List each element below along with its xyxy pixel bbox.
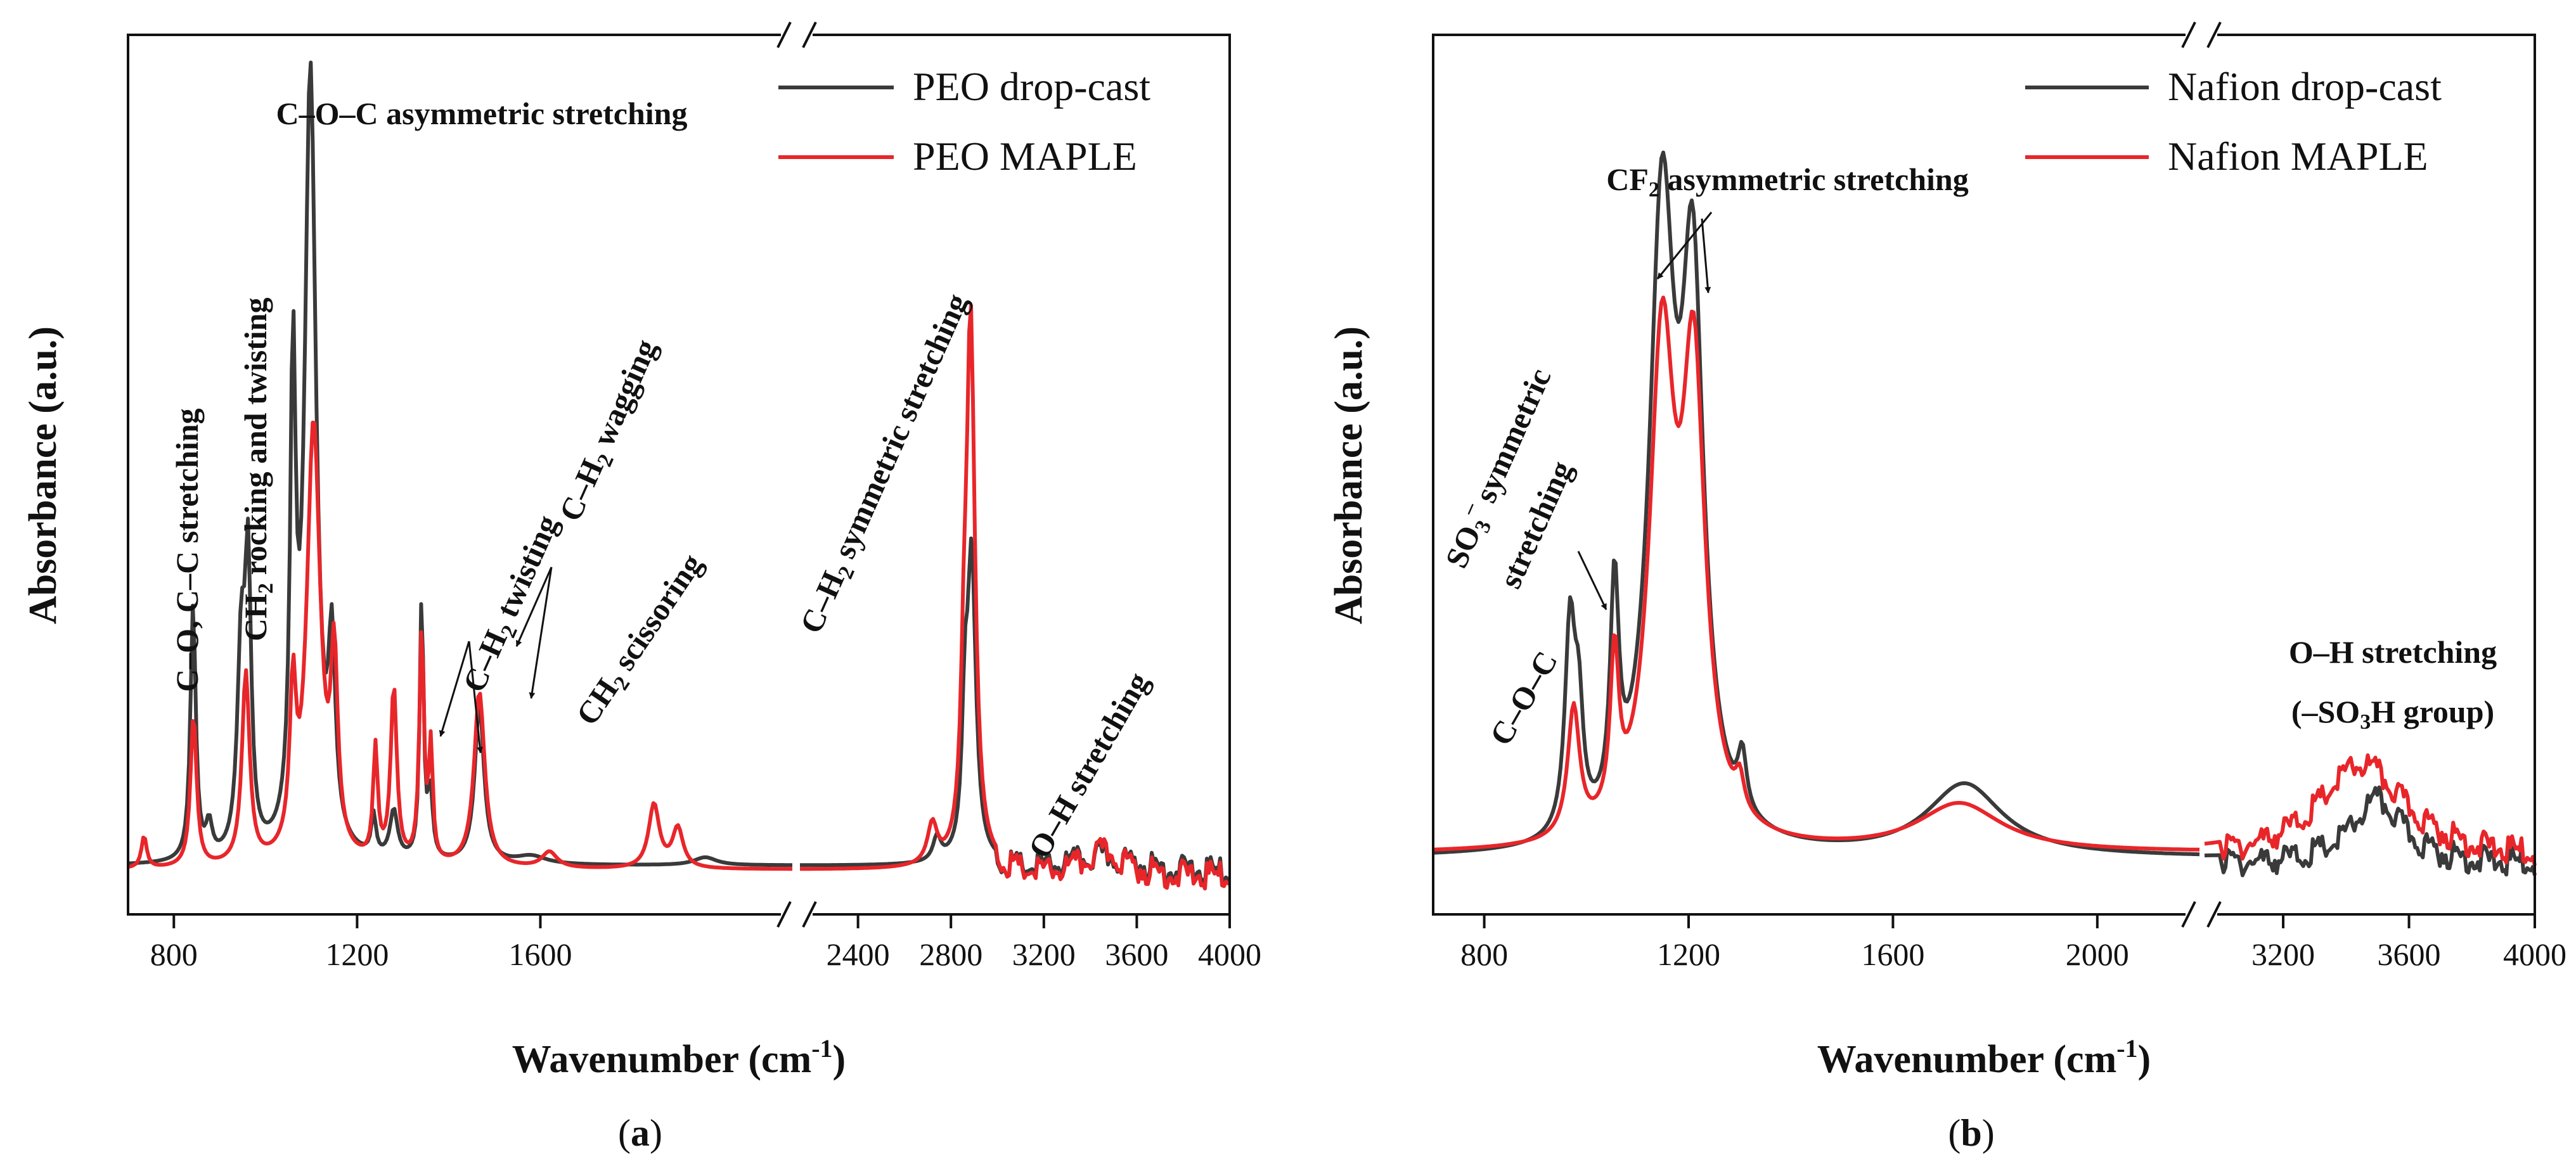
x-tick-a-label: 800 [150, 937, 198, 972]
legend-a: PEO drop-cast PEO MAPLE [778, 64, 1150, 179]
x-tick-a-label: 2800 [919, 937, 982, 972]
arrow-wag-1 [515, 566, 553, 647]
arrow-twist-2 [468, 641, 484, 753]
annotation-ch2-rocking: CH2 rocking and twisting [238, 297, 278, 641]
peo-maple-line [127, 304, 1231, 891]
nafion-maple-line [1433, 295, 2537, 866]
annotation-ch2-scissoring: CH2 scissoring [569, 547, 713, 734]
axis-break-b [2181, 22, 2222, 928]
subfigure-label-a: (a) [618, 1112, 662, 1154]
x-tick-b-label: 800 [1460, 937, 1508, 972]
x-axis-title-b: Wavenumber (cm-1) [1817, 1034, 2151, 1081]
panel-b: 800 1200 1600 2000 3200 3600 4000 Wavenumber (… [1327, 22, 2566, 1154]
x-tick-a-label: 4000 [1198, 937, 1261, 972]
annotation-ch2-wagging: C–H2 wagging [552, 334, 668, 528]
x-tick-b-label: 3600 [2378, 937, 2441, 972]
x-tick-b-label: 2000 [2066, 937, 2129, 972]
arrow-wag-2 [529, 566, 553, 699]
x-tick-a-label: 3600 [1105, 937, 1168, 972]
annotation-oh-b-line1: O–H stretching [2289, 634, 2497, 670]
axis-break-a [776, 22, 817, 928]
legend-label-peo-drop: PEO drop-cast [913, 64, 1150, 109]
x-axis-title-a: Wavenumber (cm-1) [512, 1034, 846, 1081]
y-axis-title-b: Absorbance (a.u.) [1327, 326, 1370, 624]
legend-label-nafion-drop: Nafion drop-cast [2168, 64, 2442, 109]
annotation-ch2-symmetric: C–H2 symmetric stretching [793, 288, 979, 640]
annotation-coc-asym: C–O–C asymmetric stretching [276, 96, 688, 131]
x-tick-b-label: 3200 [2251, 937, 2315, 972]
y-axis-title-a: Absorbance (a.u.) [22, 326, 65, 624]
plot-b-frame [1432, 34, 2536, 916]
legend-b: Nafion drop-cast Nafion MAPLE [2025, 64, 2442, 179]
x-tick-a-label: 1600 [508, 937, 572, 972]
plot-a-frame [127, 34, 1231, 916]
annotation-coc-b: C–O–C [1483, 645, 1564, 752]
annotation-cf2: CF2 asymmetric stretching [1606, 162, 1968, 202]
x-tick-a-label: 2400 [827, 937, 890, 972]
x-tick-b-label: 1600 [1861, 937, 1924, 972]
legend-label-nafion-maple: Nafion MAPLE [2168, 134, 2428, 179]
panel-a: 800 1200 1600 2400 2800 3200 3600 4000 Wavenumb… [22, 22, 1261, 1154]
x-ticks-a: 800 1200 1600 2400 2800 3200 3600 4000 [150, 914, 1261, 972]
arrow-cf2-2 [1701, 218, 1711, 293]
annotation-oh-a: O–H stretching [1021, 666, 1156, 864]
nafion-drop-cast-line [1433, 150, 2537, 878]
arrow-twist-1 [439, 641, 470, 737]
legend-label-peo-maple: PEO MAPLE [913, 134, 1137, 179]
x-ticks-b: 800 1200 1600 2000 3200 3600 4000 [1460, 914, 2566, 972]
arrow-so3 [1577, 551, 1607, 610]
subfigure-label-b: (b) [1948, 1112, 1994, 1154]
x-tick-a-label: 1200 [325, 937, 389, 972]
x-tick-a-label: 3200 [1012, 937, 1076, 972]
x-tick-b-label: 1200 [1657, 937, 1720, 972]
annotation-co-cc: C–O, C–C stretching [169, 408, 205, 692]
peo-drop-cast-line [127, 60, 1231, 886]
annotation-oh-b-line2: (–SO3H group) [2291, 694, 2494, 734]
x-tick-b-label: 4000 [2503, 937, 2566, 972]
